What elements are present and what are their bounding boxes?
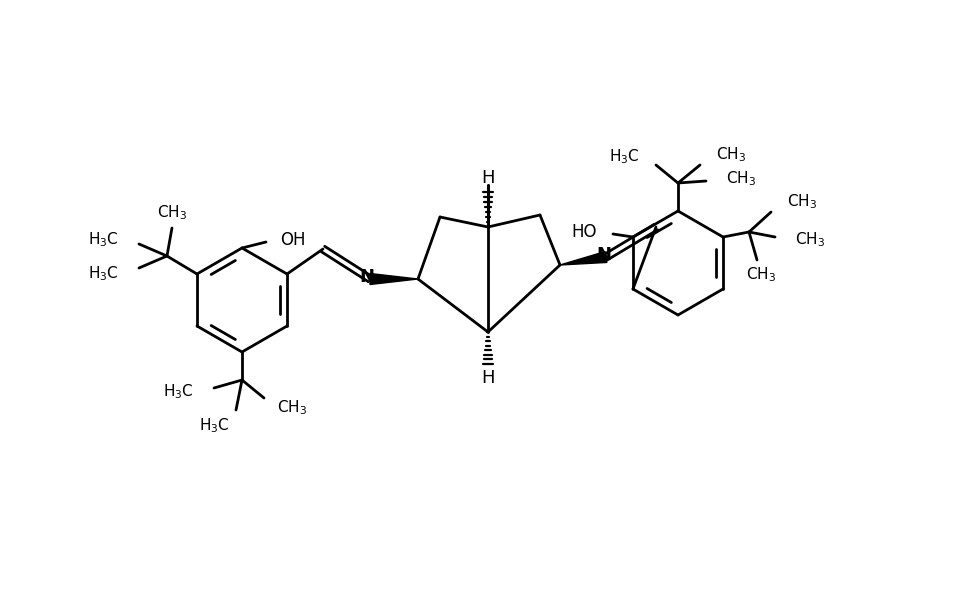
Text: HO: HO [571, 223, 597, 241]
Text: H$_3$C: H$_3$C [88, 264, 119, 283]
Text: CH$_3$: CH$_3$ [277, 399, 307, 417]
Text: CH$_3$: CH$_3$ [726, 169, 757, 188]
Text: OH: OH [280, 231, 306, 249]
Text: N: N [360, 268, 374, 286]
Text: CH$_3$: CH$_3$ [716, 146, 746, 165]
Text: H: H [481, 369, 495, 387]
Polygon shape [560, 252, 607, 265]
Text: H$_3$C: H$_3$C [610, 148, 640, 166]
Text: CH$_3$: CH$_3$ [787, 192, 817, 211]
Text: H: H [481, 169, 495, 187]
Text: CH$_3$: CH$_3$ [795, 231, 825, 249]
Text: H$_3$C: H$_3$C [164, 382, 194, 401]
Text: CH$_3$: CH$_3$ [746, 266, 776, 284]
Polygon shape [370, 273, 418, 284]
Text: CH$_3$: CH$_3$ [157, 204, 187, 223]
Text: N: N [597, 246, 612, 264]
Text: H$_3$C: H$_3$C [199, 417, 230, 436]
Text: H$_3$C: H$_3$C [88, 231, 119, 249]
